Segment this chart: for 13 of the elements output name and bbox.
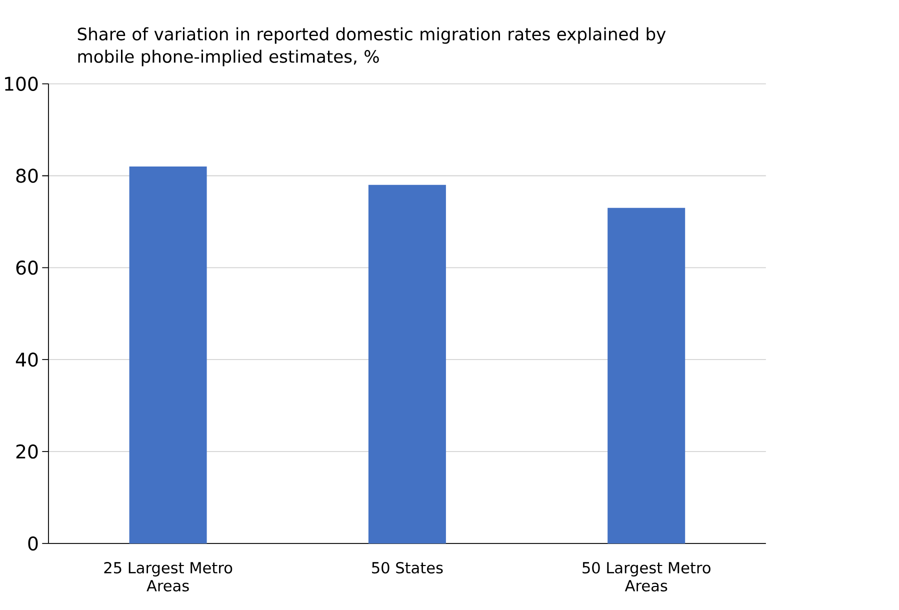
chart-title: Share of variation in reported domestic migration rates explained by mobile phone-implied estimates, %: [78, 27, 666, 66]
bar: [368, 184, 446, 544]
bar: [129, 166, 207, 544]
y-tick-label: 80: [16, 168, 38, 183]
x-tick-label: 50 States: [372, 562, 443, 574]
x-tick-label: 50 Largest Metro Areas: [582, 562, 710, 592]
x-tick-label: 25 Largest Metro Areas: [104, 562, 232, 592]
y-tick-label: 20: [16, 444, 38, 459]
bar: [608, 208, 686, 544]
y-tick-label: 60: [16, 260, 38, 275]
y-tick-label: 40: [16, 352, 38, 367]
y-tick-label: 100: [5, 76, 38, 91]
y-tick-label: 0: [28, 536, 38, 551]
